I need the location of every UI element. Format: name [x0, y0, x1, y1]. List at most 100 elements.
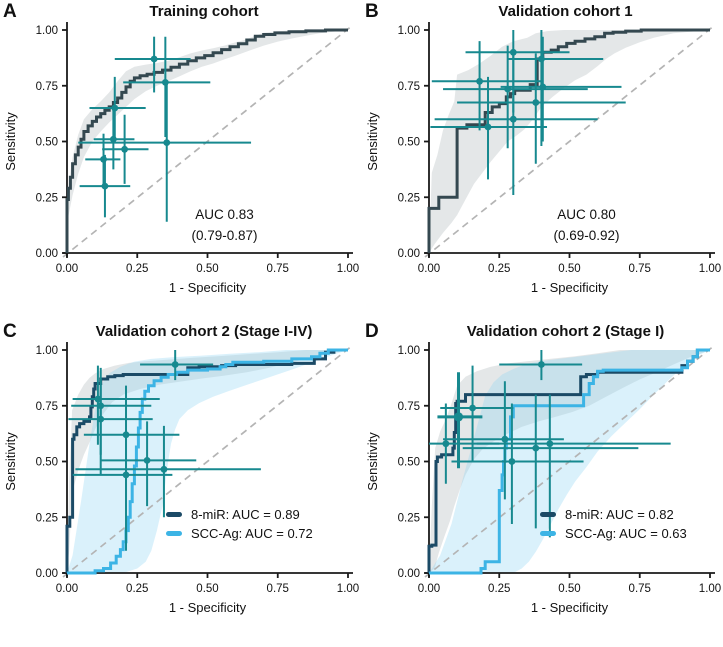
legend-label-8mir: 8-miR: AUC = 0.82 — [565, 507, 674, 522]
chance-diagonal — [62, 344, 354, 578]
panel-title-a: Training cohort — [149, 3, 259, 20]
roc-chart-c: 0.00 0.00 0.25 0.25 0.50 0.50 0.75 0.75 1.00 1.00… — [3, 342, 359, 615]
error-bar-point — [443, 381, 564, 500]
marker-points — [68, 350, 261, 551]
x-tick-label: 0.50 — [196, 583, 218, 595]
y-tick-label: 0.25 — [36, 512, 58, 524]
y-axis-title: Sensitivity — [365, 112, 380, 171]
legend-d: 8-miR: AUC = 0.82 SCC-Ag: AUC = 0.63 — [540, 505, 687, 543]
panel-label-c: C — [3, 321, 17, 342]
y-tick-label: 0.75 — [398, 81, 420, 93]
x-axis-title: 1 - Specificity — [169, 600, 247, 615]
panel-a: A Training cohort 0.00 0.00 0.25 0.25 0.50 0.… — [0, 0, 362, 320]
legend-label-sccag: SCC-Ag: AUC = 0.72 — [191, 526, 313, 541]
panel-c: C Validation cohort 2 (Stage I-IV) 0.00 0… — [0, 320, 362, 647]
axes: 0.00 0.00 0.25 0.25 0.50 0.50 0.75 0.75 1.00 1.00 — [36, 342, 359, 595]
x-tick-label: 0.50 — [558, 263, 580, 275]
marker-points — [78, 36, 252, 222]
x-tick-label: 0.75 — [267, 583, 289, 595]
x-tick-label: 1.00 — [699, 263, 721, 275]
roc-chart-a: 0.00 0.00 0.25 0.25 0.50 0.50 0.75 0.75 1.00 1.00… — [3, 22, 359, 295]
error-bar-point — [499, 350, 583, 381]
x-tick-label: 0.00 — [418, 583, 440, 595]
legend-item-sccag: SCC-Ag: AUC = 0.63 — [540, 524, 687, 543]
legend-swatch-sccag — [540, 531, 556, 536]
auc-value-a: AUC 0.83 — [195, 207, 254, 222]
panel-title-b: Validation cohort 1 — [498, 3, 633, 20]
legend-swatch-8mir — [166, 512, 182, 517]
y-tick-label: 0.75 — [36, 401, 58, 413]
legend-item-8mir: 8-miR: AUC = 0.82 — [540, 505, 687, 524]
error-bar-point — [72, 365, 160, 445]
auc-ci-b: (0.69-0.92) — [553, 228, 620, 243]
x-tick-label: 0.00 — [418, 263, 440, 275]
panel-label-b: B — [365, 1, 379, 22]
error-bar-point — [434, 52, 598, 196]
roc-chart-b: 0.00 0.00 0.25 0.25 0.50 0.50 0.75 0.75 1.00 1.00… — [365, 22, 721, 295]
x-tick-label: 1.00 — [337, 263, 359, 275]
x-tick-label: 1.00 — [699, 583, 721, 595]
y-tick-label: 1.00 — [36, 345, 58, 357]
y-tick-label: 0.50 — [398, 137, 420, 149]
y-tick-label: 0.25 — [398, 192, 420, 204]
legend-swatch-8mir — [540, 512, 556, 517]
error-bar-point — [440, 365, 514, 462]
x-tick-label: 0.25 — [488, 583, 510, 595]
error-bar-point — [140, 350, 214, 381]
legend-c: 8-miR: AUC = 0.89 SCC-Ag: AUC = 0.72 — [166, 505, 313, 543]
confidence-band-8-miR signature — [429, 30, 710, 253]
x-tick-label: 0.75 — [267, 263, 289, 275]
x-axis-title: 1 - Specificity — [169, 280, 247, 295]
chance-diagonal — [424, 24, 716, 258]
legend-swatch-sccag — [166, 531, 182, 536]
x-tick-label: 0.25 — [488, 263, 510, 275]
y-tick-label: 1.00 — [398, 25, 420, 37]
error-bar-point — [102, 114, 149, 184]
y-tick-label: 0.00 — [398, 568, 420, 580]
y-tick-label: 0.50 — [36, 457, 58, 469]
x-tick-label: 1.00 — [337, 583, 359, 595]
x-tick-label: 0.00 — [56, 583, 78, 595]
error-bar-point — [75, 425, 261, 518]
panel-d: D Validation cohort 2 (Stage I) 0.00 0.00… — [362, 320, 723, 647]
panel-title-c: Validation cohort 2 (Stage I-IV) — [95, 323, 313, 340]
x-tick-label: 0.25 — [126, 583, 148, 595]
x-tick-label: 0.25 — [126, 263, 148, 275]
panel-title-d: Validation cohort 2 (Stage I) — [466, 323, 665, 340]
y-tick-label: 0.25 — [398, 512, 420, 524]
error-bar-point — [68, 378, 153, 475]
roc-curve-SCC-Ag — [67, 348, 348, 575]
axes: 0.00 0.00 0.25 0.25 0.50 0.50 0.75 0.75 1.00 1.00 — [36, 22, 359, 275]
legend-label-sccag: SCC-Ag: AUC = 0.63 — [565, 526, 687, 541]
legend-item-sccag: SCC-Ag: AUC = 0.72 — [166, 524, 313, 543]
legend-item-8mir: 8-miR: AUC = 0.89 — [166, 505, 313, 524]
error-bar-point — [78, 83, 252, 222]
legend-label-8mir: 8-miR: AUC = 0.89 — [191, 507, 300, 522]
y-axis-title: Sensitivity — [365, 432, 380, 491]
error-bar-point — [100, 421, 197, 507]
x-tick-label: 0.75 — [629, 583, 651, 595]
y-tick-label: 0.75 — [36, 81, 58, 93]
auc-ci-a: (0.79-0.87) — [191, 228, 258, 243]
panel-label-d: D — [365, 321, 379, 342]
auc-annotation-b: AUC 0.80 (0.69-0.92) — [484, 204, 689, 246]
y-tick-label: 1.00 — [36, 25, 58, 37]
marker-points — [430, 30, 626, 196]
panel-label-a: A — [3, 1, 17, 22]
confidence-band-8-miR signature — [67, 30, 348, 253]
y-tick-label: 1.00 — [398, 345, 420, 357]
error-bar-point — [431, 41, 542, 131]
error-bar-point — [79, 154, 131, 218]
x-tick-label: 0.50 — [558, 583, 580, 595]
x-tick-label: 0.00 — [56, 263, 78, 275]
x-tick-label: 0.50 — [196, 263, 218, 275]
y-tick-label: 0.50 — [398, 457, 420, 469]
y-tick-label: 0.50 — [36, 137, 58, 149]
error-bar-point — [500, 36, 622, 142]
error-bar-point — [451, 403, 584, 524]
panel-b: B Validation cohort 1 0.00 0.00 0.25 0.25 0.… — [362, 0, 723, 320]
y-axis-title: Sensitivity — [3, 432, 18, 491]
confidence-band-8-miR — [429, 350, 710, 573]
x-axis-title: 1 - Specificity — [531, 600, 609, 615]
